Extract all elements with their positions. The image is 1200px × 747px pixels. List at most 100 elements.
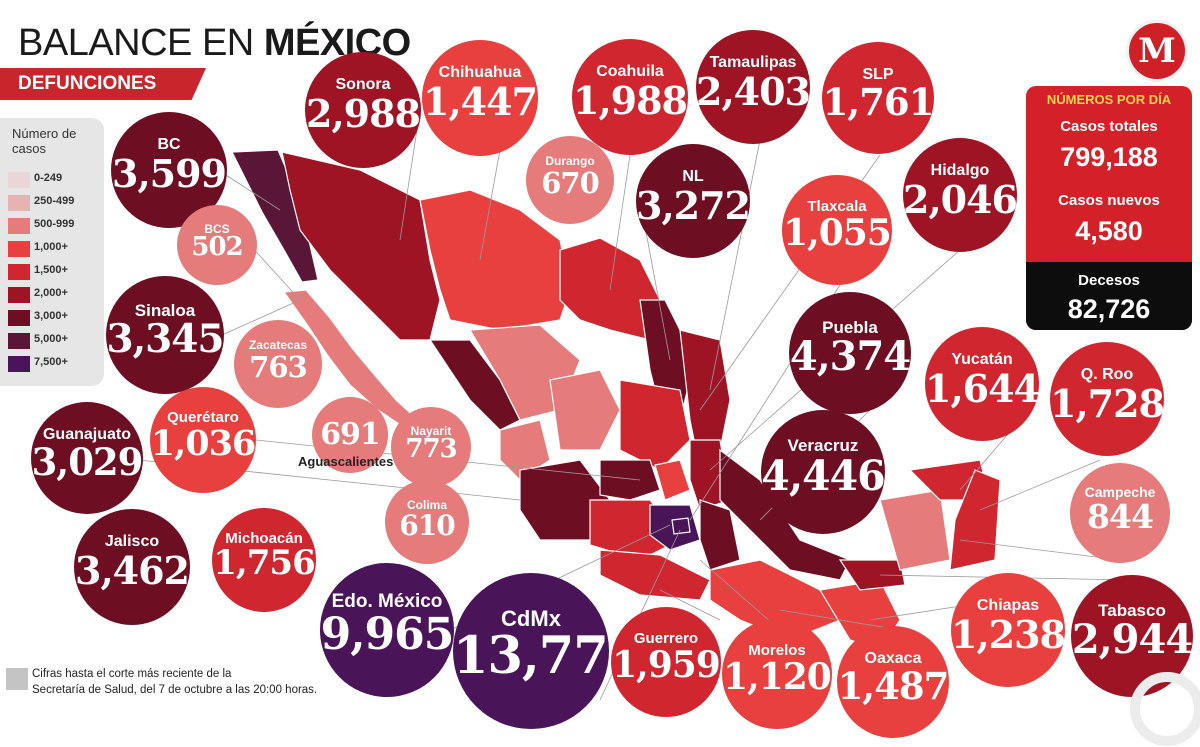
state-bubble: Tamaulipas 2,403 (696, 30, 811, 144)
footnote-line-1: Cifras hasta el corte más reciente de la (32, 668, 232, 680)
state-bubble: BC 3,599 (111, 112, 227, 228)
legend-item: 1,500+ (8, 262, 104, 282)
queretaro-shape (654, 459, 691, 501)
leader-line (959, 539, 1121, 561)
state-value: 1,756 (213, 543, 315, 583)
legend-swatch (8, 287, 30, 303)
state-name: Q. Roo (1080, 366, 1134, 383)
title-light: BALANCE EN (18, 22, 254, 64)
state-bubble: SLP 1,761 (822, 42, 934, 154)
leader-line (979, 459, 1101, 511)
state-bubble: Veracruz 4,446 (761, 410, 886, 534)
stats-header: NÚMEROS POR DÍA (1046, 92, 1172, 107)
state-name: Sonora (335, 76, 391, 93)
state-name: Coahuila (596, 63, 664, 80)
state-name: Colima (406, 498, 447, 512)
legend-swatch (8, 264, 30, 280)
legend-label: 1,000+ (34, 241, 68, 253)
state-bubble: Colima 610 (385, 480, 469, 564)
legend-label: 0-249 (34, 172, 63, 184)
state-bubble: BCS 502 (177, 205, 257, 285)
state-value: 13,779 (453, 626, 643, 686)
state-value: 2,944 (1071, 616, 1193, 663)
leader-line (709, 139, 761, 391)
new-cases-label: Casos nuevos (1058, 192, 1160, 209)
state-value: 3,345 (106, 316, 224, 362)
state-value: 670 (541, 166, 600, 200)
state-name: Yucatán (951, 351, 1013, 368)
state-value: 4,374 (789, 333, 911, 380)
legend-label: 7,500+ (34, 356, 68, 368)
state-value: 1,120 (723, 656, 832, 698)
state-bubble: CdMx 13,779 (453, 573, 643, 729)
legend-item: 250-499 (8, 193, 104, 213)
leader-line (659, 589, 721, 621)
state-value: 1,761 (822, 80, 935, 124)
state-bubble: Morelos 1,120 (722, 619, 832, 729)
state-name: Guerrero (633, 630, 699, 647)
state-bubble: Chiapas 1,238 (951, 573, 1066, 687)
state-name: Zacatecas (248, 338, 308, 352)
state-name: Jalisco (104, 533, 160, 550)
leader-line (221, 299, 301, 336)
deaths-block: Decesos 82,726 (1026, 262, 1192, 330)
state-bubble: Chihuahua 1,447 (422, 40, 538, 156)
state-bubble: Q. Roo 1,728 (1050, 342, 1165, 456)
legend-item: 5,000+ (8, 331, 104, 351)
legend-label: 1,500+ (34, 264, 68, 276)
state-name: NL (682, 168, 704, 185)
legend-swatch (8, 172, 30, 188)
legend-swatch (8, 195, 30, 211)
state-name: Tlaxcala (807, 198, 867, 215)
state-bubble: Campeche 844 (1070, 463, 1170, 563)
state-name: Chiapas (976, 597, 1040, 614)
state-name: Nayarit (410, 424, 452, 438)
guerrero-shape (599, 549, 711, 601)
state-value: 3,029 (31, 440, 144, 484)
state-name: Guanajuato (42, 426, 131, 443)
legend-label: 250-499 (34, 195, 75, 207)
slp-shape (619, 379, 691, 471)
state-name: Veracruz (787, 436, 859, 455)
state-name: Querétaro (167, 409, 239, 426)
legend-item: 3,000+ (8, 308, 104, 328)
state-value: 1,487 (837, 664, 950, 708)
state-bubble: Oaxaca 1,487 (837, 626, 949, 738)
state-name: CdMx (501, 606, 561, 631)
state-bubble: Sonora 2,988 (305, 52, 421, 168)
legend-swatch (8, 310, 30, 326)
legend-item: 7,500+ (8, 354, 104, 374)
state-value: 1,055 (783, 212, 892, 254)
total-cases-label: Casos totales (1060, 118, 1158, 135)
chihuahua-shape (419, 189, 571, 331)
state-value: 9,965 (320, 609, 455, 660)
tabasco-shape (838, 559, 906, 591)
state-name: Puebla (822, 318, 878, 337)
state-value: 691 (320, 417, 381, 452)
watermark-ring (1130, 672, 1200, 746)
footnote-marker (6, 668, 28, 690)
state-value: 763 (249, 350, 308, 384)
state-name: Tamaulipas (709, 54, 797, 71)
state-bubble: Sinaloa 3,345 (106, 276, 225, 394)
state-bubble: Jalisco 3,462 (74, 509, 190, 625)
sonora-shape (281, 151, 441, 341)
state-bubble: Querétaro 1,036 (150, 387, 256, 493)
state-name: SLP (862, 66, 894, 83)
state-value: 3,599 (112, 151, 227, 196)
state-value: 773 (405, 434, 457, 464)
leader-line (217, 169, 281, 211)
state-bubble: Coahuila 1,988 (572, 39, 688, 155)
milenio-logo: M (1126, 20, 1188, 82)
legend-swatch (8, 333, 30, 349)
state-name: Hidalgo (930, 162, 990, 179)
page-title: BALANCE EN MÉXICO (18, 22, 411, 65)
cdmx-shape (671, 517, 691, 535)
state-name: Oaxaca (864, 650, 922, 667)
state-value: 2,403 (696, 69, 811, 114)
state-name: Michoacán (225, 530, 303, 547)
state-bubble: Edo. México 9,965 (320, 563, 454, 697)
legend-swatch (8, 356, 30, 372)
puebla-shape (699, 499, 741, 571)
state-value: 4,446 (761, 452, 885, 500)
